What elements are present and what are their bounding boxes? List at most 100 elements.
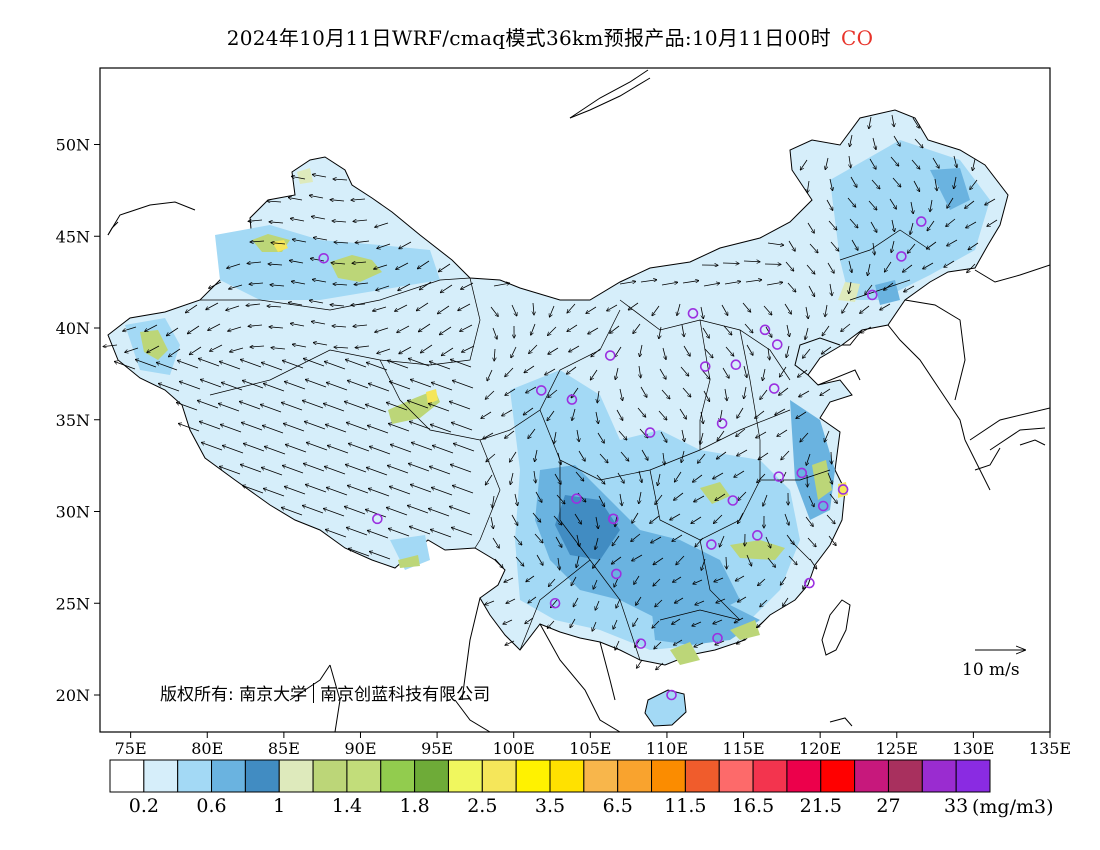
- wind-arrow: [408, 463, 430, 472]
- station-marker: [635, 638, 647, 649]
- wind-arrow: [189, 346, 202, 355]
- wind-arrow: [738, 491, 747, 501]
- wind-arrow: [849, 155, 851, 168]
- wind-arrow: [250, 346, 265, 347]
- wind-arrow: [135, 359, 157, 368]
- wind-arrow: [640, 344, 643, 357]
- wind-arrow: [574, 513, 581, 524]
- wind-arrow: [398, 283, 411, 291]
- wind-arrow: [681, 429, 685, 442]
- wind-arrow: [353, 220, 368, 221]
- wind-arrow: [872, 137, 876, 150]
- colorbar-swatch: [820, 759, 856, 793]
- wind-arrow: [830, 241, 839, 251]
- station-marker: [566, 394, 578, 405]
- wind-arrow: [242, 380, 264, 389]
- wind-arrow: [282, 465, 304, 474]
- wind-arrow: [694, 495, 705, 502]
- wind-arrow: [333, 284, 348, 285]
- wind-arrow: [849, 218, 858, 228]
- wind-arrow: [327, 445, 349, 454]
- wind-arrow: [228, 326, 242, 331]
- wind-arrow: [399, 241, 412, 249]
- wind-arrow: [535, 491, 542, 502]
- wind-arrow: [661, 282, 678, 286]
- colorbar: 0.2 0.6 1 1.4 1.8 2.5 3.5 6.5 11.5 16.5 21.5 27 33: [109, 759, 991, 817]
- wind-arrow: [531, 323, 536, 335]
- wind-arrow: [524, 365, 535, 373]
- wind-arrow: [243, 443, 265, 452]
- wind-arrow: [200, 379, 222, 388]
- wind-arrow: [571, 576, 577, 586]
- wind-arrow: [847, 197, 856, 207]
- station-marker: [866, 289, 878, 301]
- wind-arrow: [755, 410, 765, 418]
- colorbar-label: 16.5: [732, 795, 774, 817]
- wind-arrow: [334, 347, 349, 348]
- wind-arrow: [695, 600, 705, 605]
- wind-arrow: [659, 368, 666, 379]
- wind-arrow: [185, 304, 198, 313]
- wind-arrow: [786, 534, 794, 545]
- wind-arrow: [654, 641, 662, 649]
- wind-arrow: [271, 243, 286, 244]
- colorbar-label: 21.5: [800, 795, 842, 817]
- wind-arrow: [428, 508, 450, 517]
- wind-arrow: [613, 619, 618, 629]
- wind-arrow: [428, 403, 450, 412]
- wind-arrow: [829, 493, 837, 503]
- wind-arrow: [485, 390, 495, 399]
- map-frame: [99, 67, 1051, 733]
- colorbar-swatch: [312, 759, 348, 793]
- wind-arrow: [577, 429, 579, 442]
- wind-arrow: [822, 325, 830, 336]
- wind-arrow: [726, 556, 727, 569]
- wind-arrow: [210, 344, 223, 351]
- wind-arrow: [450, 359, 472, 368]
- wind-arrow: [246, 304, 261, 306]
- wind-arrow: [221, 382, 243, 391]
- wind-arrow: [283, 423, 305, 432]
- wind-arrow: [417, 260, 430, 269]
- wind-arrow: [451, 422, 473, 431]
- wind-arrow: [597, 390, 599, 403]
- station-marker: [608, 513, 619, 525]
- wind-arrow: [639, 365, 641, 378]
- wind-arrow: [430, 529, 452, 538]
- wind-arrow: [758, 578, 766, 586]
- wind-arrow: [511, 514, 518, 525]
- wind-arrow: [868, 200, 877, 210]
- colorbar-label: 0.2: [129, 795, 159, 817]
- taiwan-island: [821, 599, 851, 656]
- wind-arrow: [485, 600, 495, 605]
- wind-arrow: [683, 345, 690, 356]
- wind-arrow: [766, 282, 783, 286]
- wind-arrow: [987, 219, 998, 226]
- wind-arrow: [954, 176, 957, 189]
- wind-arrow: [714, 577, 724, 582]
- wind-arrow: [616, 409, 623, 420]
- wind-arrow: [614, 346, 622, 357]
- wind-arrow: [860, 305, 870, 313]
- wind-arrow: [670, 513, 681, 520]
- wind-arrow: [197, 400, 219, 409]
- wind-arrow: [595, 411, 598, 424]
- wind-arrow: [566, 366, 577, 374]
- wind-arrow: [807, 222, 814, 233]
- wind-arrow: [744, 323, 753, 333]
- wind-arrow: [597, 432, 604, 443]
- wind-arrow: [326, 487, 348, 496]
- wind-arrow: [534, 533, 543, 543]
- wind-arrow: [861, 326, 872, 333]
- lon-label: 130E: [952, 739, 994, 758]
- wind-arrow: [514, 493, 518, 506]
- wind-arrow: [806, 453, 811, 465]
- wind-arrow: [697, 453, 706, 463]
- wind-arrow: [505, 640, 515, 645]
- wind-arrow: [713, 514, 723, 523]
- wind-arrow: [799, 390, 810, 397]
- wind-arrow: [348, 443, 370, 452]
- wind-arrow: [636, 596, 642, 605]
- wind-arrow: [355, 346, 370, 348]
- hainan-island: [644, 689, 687, 727]
